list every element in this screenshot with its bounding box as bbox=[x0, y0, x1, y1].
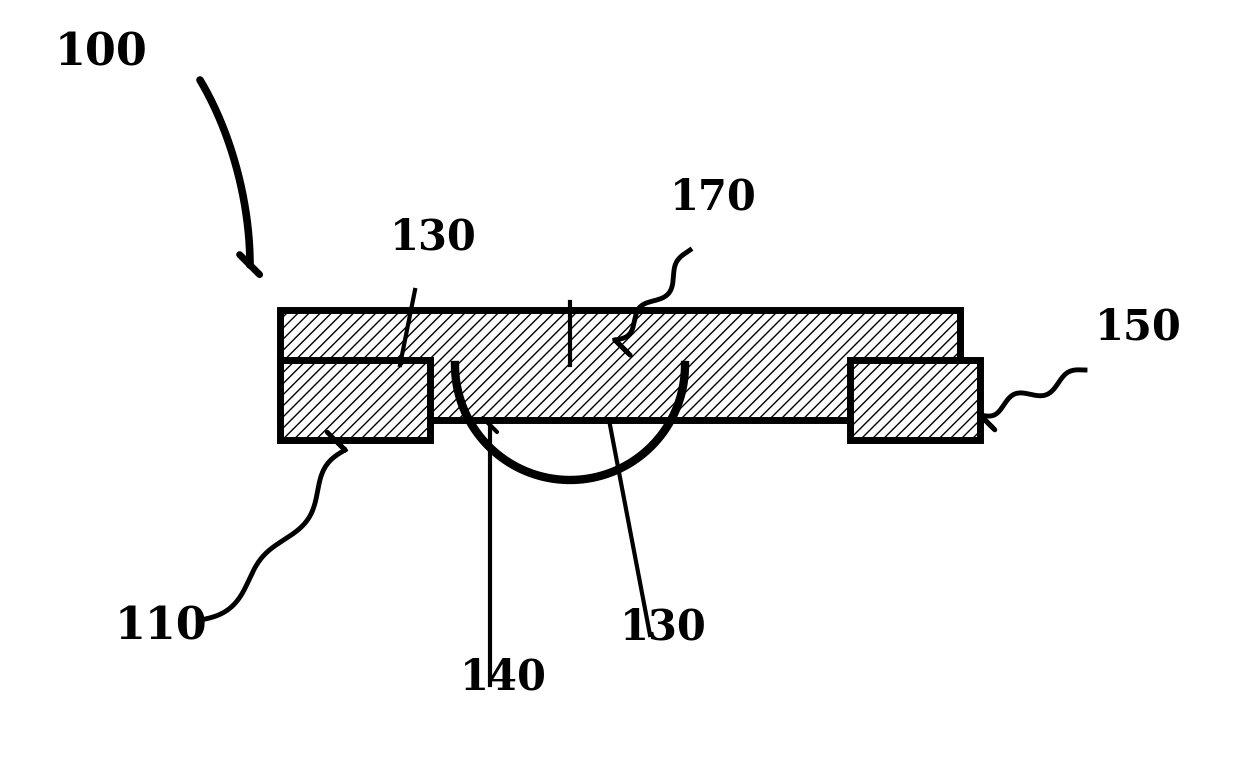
Bar bbox=[850, 360, 980, 440]
Text: 100: 100 bbox=[55, 31, 147, 74]
Text: 130: 130 bbox=[390, 217, 477, 259]
Text: 170: 170 bbox=[670, 177, 757, 219]
Text: 110: 110 bbox=[115, 606, 208, 649]
Bar bbox=[280, 360, 430, 440]
Text: 140: 140 bbox=[460, 657, 546, 699]
Bar bbox=[280, 310, 960, 420]
Text: 150: 150 bbox=[1095, 307, 1182, 349]
Text: 130: 130 bbox=[620, 607, 707, 649]
